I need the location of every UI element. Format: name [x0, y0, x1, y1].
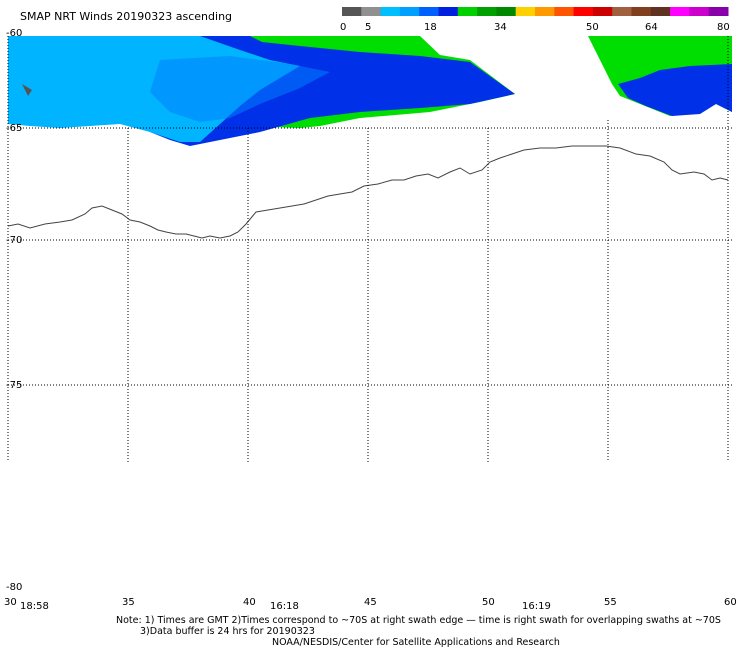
colorbar-segment [708, 7, 729, 16]
colorbar-segment [612, 7, 632, 16]
note-line-3: NOAA/NESDIS/Center for Satellite Applica… [272, 637, 560, 648]
lon-label-30: 30 [4, 597, 17, 608]
colorbar-tick-18: 18 [424, 22, 437, 33]
lon-label-50: 50 [482, 597, 495, 608]
colorbar-segment [631, 7, 652, 16]
antarctic-coastline [7, 145, 729, 239]
wind-swath-west [8, 36, 515, 146]
swath-west-mid-blue [150, 56, 330, 122]
colorbar-segment [361, 7, 382, 16]
map-title: SMAP NRT Winds 20190323 ascending [20, 10, 232, 23]
wind-swath-east [588, 36, 732, 116]
colorbar-tick-64: 64 [645, 22, 658, 33]
lat-label-60: -60 [6, 28, 22, 39]
colorbar-segment [592, 7, 613, 16]
colorbar-segment [515, 7, 536, 16]
colorbar-segment [650, 7, 671, 16]
graticule [7, 36, 732, 462]
time-label-2: 16:18 [270, 601, 299, 612]
note-line-1: Note: 1) Times are GMT 2)Times correspon… [116, 615, 721, 626]
lon-label-45: 45 [364, 597, 377, 608]
colorbar-segment [342, 7, 362, 16]
colorbar-segment [457, 7, 478, 16]
colorbar-tick-80: 80 [717, 22, 730, 33]
colorbar-segment [670, 7, 690, 16]
colorbar-tick-34: 34 [494, 22, 507, 33]
lat-label-80: -80 [6, 582, 22, 593]
time-label-1: 18:58 [20, 601, 49, 612]
colorbar-segment [477, 7, 497, 16]
swath-east-dark-blue [618, 64, 732, 116]
colorbar-segment [573, 7, 594, 16]
colorbar-segment [419, 7, 439, 16]
lat-label-65: -65 [6, 123, 22, 134]
lon-label-35: 35 [122, 597, 135, 608]
colorbar-tick-0: 0 [340, 22, 346, 33]
colorbar-segment [689, 7, 710, 16]
note-line-2: 3)Data buffer is 24 hrs for 20190323 [140, 626, 315, 637]
time-label-3: 16:19 [522, 601, 551, 612]
colorbar [342, 7, 729, 16]
swath-edge-gray [22, 84, 32, 96]
colorbar-tick-5: 5 [365, 22, 371, 33]
colorbar-segment [399, 7, 420, 16]
colorbar-ticks: 0 5 18 34 50 64 80 [340, 22, 730, 33]
colorbar-segment [380, 7, 401, 16]
lon-label-60: 60 [724, 597, 737, 608]
colorbar-segment [496, 7, 517, 16]
lat-label-75: -75 [6, 380, 22, 391]
colorbar-segment [554, 7, 575, 16]
colorbar-segment [438, 7, 459, 16]
lon-label-55: 55 [604, 597, 617, 608]
lat-label-70: -70 [6, 235, 22, 246]
lon-label-40: 40 [243, 597, 256, 608]
colorbar-tick-50: 50 [586, 22, 599, 33]
colorbar-segment [535, 7, 555, 16]
